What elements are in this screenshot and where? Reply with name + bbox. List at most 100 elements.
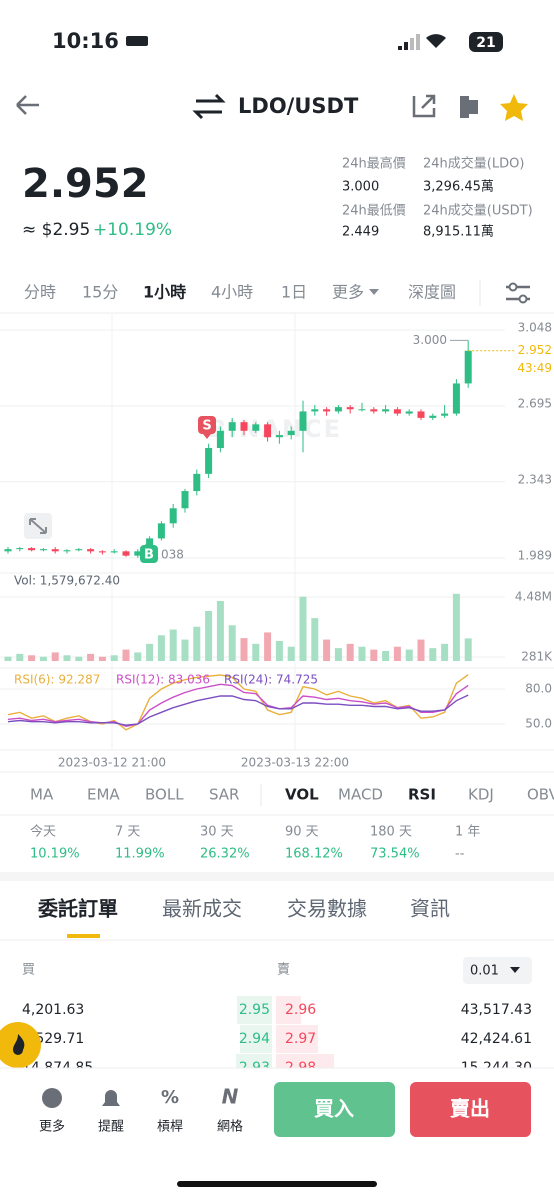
indicator[interactable]: SAR — [209, 786, 239, 804]
leverage-icon[interactable]: % — [161, 1087, 179, 1108]
compare[interactable] — [469, 100, 478, 114]
depth-bar — [276, 996, 301, 1024]
volume-bar — [382, 651, 390, 661]
candle-body — [157, 523, 165, 539]
volume-bar — [346, 643, 354, 661]
high-label: 3.000 — [413, 333, 447, 347]
swap-icon[interactable] — [192, 93, 226, 120]
candle-body — [122, 551, 130, 556]
time-label: 2023-03-13 22:00 — [241, 756, 349, 770]
volume-bar — [169, 629, 177, 661]
volume-bar — [452, 593, 460, 661]
sell-marker — [203, 434, 211, 439]
sell-label: 賣 — [277, 963, 290, 978]
indicator[interactable]: EMA — [87, 786, 120, 804]
ask-qty: 43,517.43 — [461, 1002, 532, 1018]
indicator[interactable]: MACD — [338, 786, 383, 804]
interval[interactable]: 1小時 — [143, 283, 186, 302]
stat-label: 24h成交量(USDT) — [423, 203, 533, 219]
expand-icon — [29, 518, 47, 534]
tab[interactable]: 資訊 — [410, 897, 450, 921]
volume-bar — [417, 639, 425, 661]
candle-body — [417, 411, 425, 418]
tab[interactable]: 最新成交 — [162, 897, 242, 921]
period: 1 年 — [455, 825, 480, 840]
indicator-bar: MA EMA BOLL SAR VOL MACD RSI KDJ OBV — [30, 786, 554, 804]
volume-bar — [323, 639, 331, 661]
candle-body — [264, 424, 272, 438]
interval[interactable]: 更多 — [332, 283, 364, 302]
candle-body — [4, 549, 12, 552]
volume-bar — [39, 656, 47, 661]
pair: LDO/USDT — [238, 94, 359, 118]
indicator[interactable]: KDJ — [468, 786, 494, 804]
buy-button[interactable] — [274, 1082, 395, 1137]
precision-select[interactable] — [463, 957, 532, 984]
volume-bar — [63, 655, 71, 661]
volume-bar — [193, 626, 201, 661]
sell-text: 賣出 — [450, 1097, 490, 1121]
bid-qty: 4,201.63 — [22, 1002, 84, 1018]
candle-body — [287, 430, 295, 436]
indicator[interactable]: VOL — [285, 786, 319, 804]
action[interactable]: 網格 — [217, 1119, 243, 1135]
rsi-legend: RSI(6): 92.287 — [14, 673, 100, 687]
action[interactable]: 槓桿 — [157, 1120, 183, 1135]
last-price: 2.952 — [22, 161, 149, 207]
stat-label: 24h最高價 — [342, 156, 406, 172]
indicator[interactable]: OBV — [527, 786, 554, 804]
depth-bar — [237, 996, 272, 1024]
tab[interactable]: 交易數據 — [287, 897, 367, 921]
tab[interactable]: 委託訂單 — [37, 897, 118, 921]
action[interactable]: 更多 — [39, 1119, 65, 1135]
interval[interactable]: 深度圖 — [408, 283, 456, 302]
candle-body — [323, 409, 331, 412]
interval[interactable]: 4小時 — [211, 283, 253, 302]
volume-bar — [228, 625, 236, 661]
candle-body — [346, 407, 354, 410]
more-icon[interactable] — [42, 1088, 62, 1108]
performance: 今天 10.19% 7 天 11.99% 30 天 26.32% 90 天 168.12% 18… — [30, 824, 480, 862]
volume-bar — [157, 635, 165, 661]
share[interactable] — [412, 94, 436, 118]
volume-bar — [75, 656, 83, 661]
action[interactable]: 提醒 — [98, 1119, 124, 1135]
indicator[interactable]: MA — [30, 786, 54, 804]
candle-body — [75, 549, 83, 551]
grid-icon[interactable]: N — [222, 1085, 239, 1109]
volume-bar — [252, 643, 260, 661]
y-tick-label: 2.695 — [518, 397, 552, 411]
stat-value: 8,915.11萬 — [423, 225, 494, 240]
volume-bar — [16, 653, 24, 661]
buy-marker-label: B — [144, 548, 154, 563]
sell-button[interactable] — [410, 1082, 531, 1137]
candle-body — [193, 473, 201, 492]
bid-price: 2.95 — [239, 1002, 270, 1018]
indicator[interactable]: BOLL — [145, 786, 184, 804]
interval[interactable]: 1日 — [281, 283, 307, 302]
signal — [398, 46, 402, 50]
approx-price: ≈ $2.95 — [22, 220, 90, 240]
back[interactable] — [16, 95, 39, 115]
interval[interactable]: 分時 — [24, 283, 56, 302]
volume-bar — [134, 652, 142, 661]
candle-body — [110, 551, 118, 553]
candle-body — [134, 551, 142, 556]
stat-value: 3,296.45萬 — [423, 180, 494, 195]
candle-body — [16, 548, 24, 550]
alert-icon[interactable] — [102, 1090, 120, 1106]
candle-body — [405, 411, 413, 414]
interval[interactable]: 15分 — [82, 283, 118, 302]
compare[interactable] — [460, 96, 469, 118]
volume-bar — [287, 646, 295, 661]
candle-body — [169, 508, 177, 524]
indicator[interactable]: RSI — [408, 786, 436, 804]
stat-value: 3.000 — [342, 180, 379, 195]
rsi-tick-label: 50.0 — [525, 717, 552, 731]
period: 30 天 — [200, 825, 234, 840]
time-label: 2023-03-12 21:00 — [58, 756, 166, 770]
favorite[interactable] — [500, 94, 528, 121]
volume-bar — [4, 656, 12, 661]
candle-body — [51, 549, 59, 552]
volume-bar — [28, 655, 36, 661]
